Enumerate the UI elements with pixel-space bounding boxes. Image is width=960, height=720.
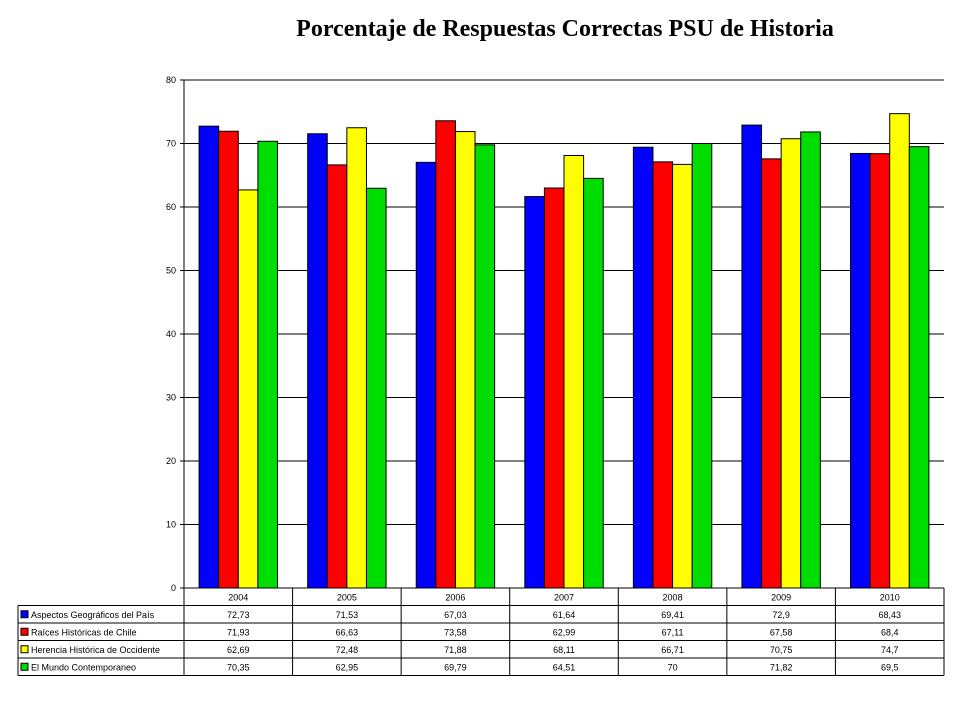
bar [761, 158, 782, 589]
bar [869, 153, 891, 589]
data-label: 73,58 [444, 627, 467, 637]
legend-swatch [20, 627, 29, 636]
data-label: 68,11 [553, 645, 575, 655]
bar [583, 177, 604, 589]
data-label: 70 [668, 662, 678, 672]
bar [454, 131, 476, 589]
bar [691, 143, 713, 589]
y-tick-label: 0 [171, 583, 176, 593]
data-label: 71,82 [770, 662, 793, 672]
bar [326, 164, 348, 589]
x-tick-label: 2006 [445, 592, 465, 602]
y-tick-label: 60 [166, 202, 176, 212]
data-label: 64,51 [553, 662, 576, 672]
bar [257, 140, 278, 589]
data-label: 74,7 [881, 645, 899, 655]
x-tick-label: 2008 [663, 592, 683, 602]
y-axis-ticks: 0 10 20 30 40 50 60 70 80 [166, 75, 184, 593]
data-label: 61,64 [553, 610, 576, 620]
x-tick-label: 2005 [337, 592, 357, 602]
data-label: 69,5 [881, 662, 899, 672]
y-tick-label: 70 [166, 139, 176, 149]
bar [307, 133, 328, 589]
y-tick-label: 10 [166, 520, 176, 530]
x-tick-label: 2004 [228, 592, 248, 602]
data-table: 2004 2005 2006 2007 2008 2009 2010 Aspectos Geo… [17, 587, 945, 676]
data-label: 66,63 [336, 627, 359, 637]
data-label: 66,71 [661, 645, 684, 655]
bar [365, 187, 387, 589]
bar [237, 189, 259, 589]
bar [800, 131, 821, 589]
data-label: 62,69 [227, 645, 250, 655]
bar [908, 146, 930, 589]
legend-swatch [20, 662, 29, 671]
data-label: 71,53 [336, 610, 359, 620]
bar [850, 152, 871, 589]
bar [474, 144, 496, 589]
bar [218, 130, 239, 589]
data-label: 67,03 [444, 610, 467, 620]
data-label: 69,79 [444, 662, 467, 672]
bar [889, 113, 910, 589]
legend-label: Herencia Histórica de Occidente [31, 645, 160, 655]
bar [198, 125, 220, 589]
bar [780, 138, 802, 589]
data-label: 62,95 [336, 662, 359, 672]
bar [435, 120, 456, 589]
legend-swatch [20, 645, 29, 654]
data-label: 62,99 [553, 627, 576, 637]
bar [672, 163, 693, 589]
data-label: 71,88 [444, 645, 467, 655]
y-tick-label: 40 [166, 329, 176, 339]
data-label: 68,4 [881, 627, 899, 637]
x-tick-label: 2010 [880, 592, 900, 602]
legend-label: Raíces Históricas de Chile [31, 627, 137, 637]
x-tick-label: 2009 [771, 592, 791, 602]
bar [415, 161, 437, 589]
data-label: 67,58 [770, 627, 793, 637]
data-label: 69,41 [661, 610, 684, 620]
bar [741, 124, 763, 589]
chart-title: Porcentaje de Respuestas Correctas PSU d… [296, 16, 834, 42]
bar [346, 127, 367, 589]
data-label: 72,9 [772, 610, 790, 620]
legend-swatch [20, 610, 29, 619]
data-label: 70,75 [770, 645, 793, 655]
bar [543, 187, 565, 589]
y-tick-label: 30 [166, 393, 176, 403]
legend-label: El Mundo Contemporaneo [31, 662, 136, 672]
data-label: 68,43 [878, 610, 901, 620]
y-tick-label: 50 [166, 266, 176, 276]
bar [632, 146, 654, 589]
legend-label: Aspectos Geográficos del País [31, 610, 155, 620]
data-label: 70,35 [227, 662, 250, 672]
bars [198, 113, 930, 589]
x-tick-label: 2007 [554, 592, 574, 602]
bar [563, 155, 585, 589]
y-tick-label: 20 [166, 456, 176, 466]
data-label: 72,48 [336, 645, 359, 655]
data-label: 67,11 [662, 627, 684, 637]
bar [524, 196, 545, 589]
y-tick-label: 80 [166, 75, 176, 85]
bar [652, 161, 674, 589]
data-label: 72,73 [227, 610, 250, 620]
data-label: 71,93 [227, 627, 250, 637]
